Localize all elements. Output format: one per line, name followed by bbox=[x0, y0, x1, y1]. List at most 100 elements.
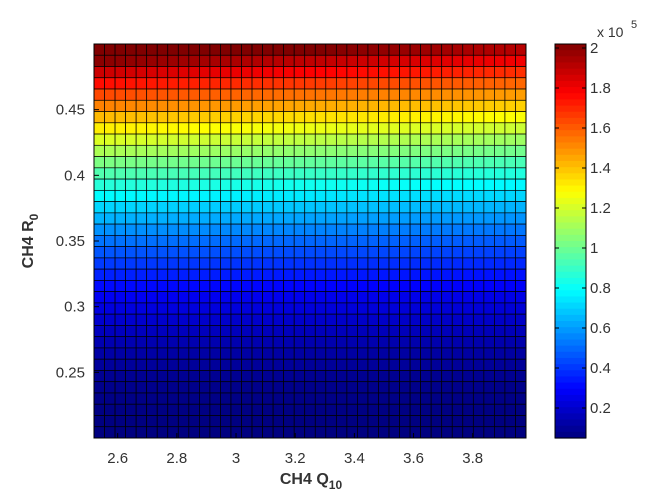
colorbar-band bbox=[555, 234, 586, 242]
colorbar-multiplier: x 10 bbox=[597, 24, 624, 40]
heatmap-cell bbox=[346, 257, 358, 270]
heatmap-cell bbox=[251, 336, 263, 349]
heatmap-cell bbox=[451, 426, 464, 439]
heatmap-cell bbox=[367, 167, 379, 180]
heatmap-cell bbox=[93, 336, 105, 349]
heatmap-cell bbox=[209, 212, 221, 225]
x-tick-label: 3.6 bbox=[403, 450, 424, 467]
heatmap-cell bbox=[272, 415, 285, 428]
heatmap-cell bbox=[504, 144, 516, 157]
heatmap-cell bbox=[515, 291, 527, 304]
heatmap-cell bbox=[335, 178, 348, 191]
heatmap-cell bbox=[220, 122, 232, 135]
heatmap-cell bbox=[177, 133, 190, 146]
heatmap-cell bbox=[93, 43, 105, 56]
heatmap-cell bbox=[104, 122, 116, 135]
heatmap-cell bbox=[420, 358, 432, 371]
heatmap-cell bbox=[451, 156, 464, 169]
heatmap-cell bbox=[156, 189, 169, 202]
heatmap-cell bbox=[125, 178, 137, 191]
heatmap-cell bbox=[420, 291, 432, 304]
heatmap-cell bbox=[188, 189, 200, 202]
heatmap-cell bbox=[494, 144, 506, 157]
heatmap-cell bbox=[146, 167, 158, 180]
heatmap-cell bbox=[399, 358, 411, 371]
heatmap-cell bbox=[388, 246, 400, 259]
heatmap-cell bbox=[335, 235, 348, 247]
heatmap-cell bbox=[146, 325, 158, 338]
heatmap-cell bbox=[156, 268, 169, 281]
heatmap-cell bbox=[135, 415, 148, 428]
heatmap-cell bbox=[451, 88, 464, 101]
heatmap-cell bbox=[230, 392, 242, 405]
heatmap-cell bbox=[409, 99, 421, 112]
heatmap-cell bbox=[335, 201, 348, 214]
colorbar-band bbox=[555, 74, 586, 82]
heatmap-cell bbox=[462, 415, 474, 428]
heatmap-cell bbox=[272, 280, 285, 293]
heatmap-cell bbox=[209, 246, 221, 259]
heatmap-cell bbox=[199, 381, 211, 394]
heatmap-cell bbox=[325, 99, 337, 112]
heatmap-cell bbox=[304, 167, 316, 180]
heatmap-cell bbox=[441, 66, 453, 79]
heatmap-cell bbox=[441, 370, 453, 383]
colorbar-band bbox=[555, 44, 586, 51]
heatmap-cell bbox=[335, 313, 348, 326]
heatmap-cell bbox=[220, 403, 232, 416]
heatmap-cell bbox=[378, 381, 390, 394]
heatmap-cell bbox=[241, 381, 253, 394]
heatmap-cell bbox=[304, 370, 316, 383]
heatmap-cell bbox=[199, 167, 211, 180]
heatmap-cell bbox=[262, 415, 274, 428]
heatmap-cell bbox=[262, 189, 274, 202]
heatmap-cell bbox=[199, 99, 211, 112]
heatmap-cell bbox=[325, 302, 337, 315]
heatmap-cell bbox=[515, 88, 527, 101]
heatmap-cell bbox=[220, 144, 232, 157]
heatmap-cell bbox=[504, 370, 516, 383]
colorbar-band bbox=[555, 228, 586, 236]
colorbar-band bbox=[555, 314, 586, 322]
heatmap-cell bbox=[325, 167, 337, 180]
heatmap-cell bbox=[388, 189, 400, 202]
colorbar-band bbox=[555, 382, 586, 390]
colorbar-band bbox=[555, 364, 586, 371]
colorbar-tick-label: 1.6 bbox=[590, 120, 611, 137]
heatmap-cell bbox=[357, 246, 369, 259]
heatmap-cell bbox=[283, 336, 295, 349]
heatmap-cell bbox=[430, 178, 443, 191]
heatmap-cell bbox=[367, 99, 379, 112]
heatmap-cell bbox=[494, 212, 506, 225]
heatmap-cell bbox=[357, 426, 369, 439]
heatmap-cell bbox=[220, 246, 232, 259]
heatmap-cell bbox=[420, 426, 432, 439]
heatmap-cell bbox=[378, 313, 390, 326]
heatmap-cell bbox=[188, 280, 200, 293]
heatmap-cell bbox=[209, 370, 221, 383]
heatmap-cell bbox=[251, 280, 263, 293]
heatmap-cell bbox=[441, 178, 453, 191]
heatmap-cell bbox=[462, 426, 474, 439]
heatmap-cell bbox=[430, 54, 443, 67]
heatmap-cell bbox=[262, 325, 274, 338]
heatmap-cell bbox=[483, 302, 495, 315]
heatmap-cell bbox=[262, 212, 274, 225]
heatmap-cell bbox=[378, 268, 390, 281]
heatmap-cell bbox=[220, 370, 232, 383]
heatmap-cell bbox=[409, 325, 421, 338]
heatmap-cell bbox=[420, 201, 432, 214]
heatmap-cell bbox=[167, 336, 179, 349]
heatmap-cell bbox=[272, 201, 285, 214]
heatmap-cell bbox=[241, 358, 253, 371]
heatmap-cell bbox=[283, 291, 295, 304]
heatmap-cell bbox=[483, 54, 495, 67]
heatmap-cell bbox=[504, 358, 516, 371]
heatmap-cell bbox=[346, 201, 358, 214]
heatmap-cell bbox=[199, 370, 211, 383]
heatmap-cell bbox=[388, 212, 400, 225]
heatmap-cell bbox=[125, 325, 137, 338]
heatmap-cell bbox=[325, 257, 337, 270]
heatmap-cell bbox=[314, 201, 327, 214]
heatmap-cell bbox=[272, 325, 285, 338]
